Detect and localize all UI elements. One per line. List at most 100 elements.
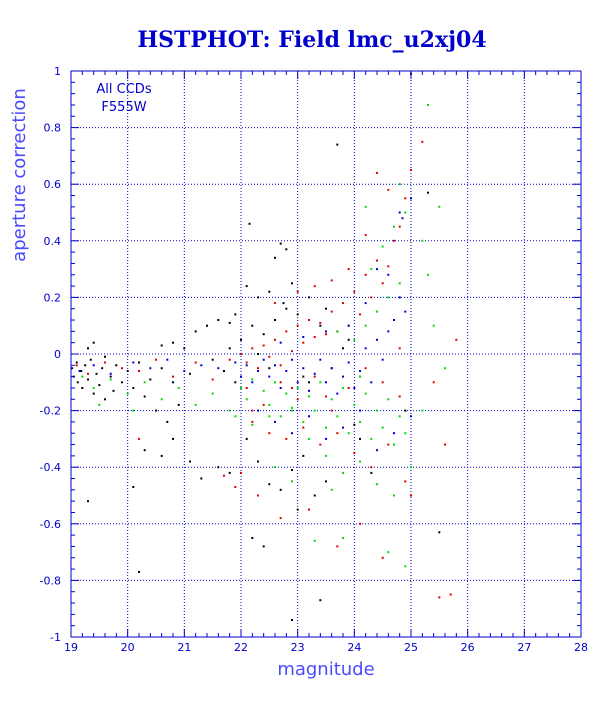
data-point bbox=[92, 387, 95, 389]
x-tick-label: 23 bbox=[291, 641, 305, 654]
data-point bbox=[285, 437, 288, 440]
data-point bbox=[347, 387, 350, 389]
data-point bbox=[398, 347, 401, 350]
data-point bbox=[330, 398, 333, 401]
data-point bbox=[257, 370, 259, 372]
data-point bbox=[251, 537, 254, 539]
data-point bbox=[308, 296, 310, 299]
data-point bbox=[387, 551, 390, 554]
data-point bbox=[183, 370, 186, 372]
data-point bbox=[274, 302, 276, 305]
data-point bbox=[325, 426, 327, 429]
data-point bbox=[245, 285, 248, 288]
data-point bbox=[376, 409, 378, 412]
data-point bbox=[319, 381, 322, 384]
data-point bbox=[427, 273, 429, 276]
data-point bbox=[427, 191, 429, 194]
data-point bbox=[268, 403, 271, 406]
chart-title: HSTPHOT: Field lmc_u2xj04 bbox=[137, 27, 486, 53]
data-point bbox=[330, 409, 333, 412]
x-tick-label: 19 bbox=[64, 641, 78, 654]
data-point bbox=[234, 415, 237, 418]
data-point bbox=[200, 477, 203, 480]
data-point bbox=[449, 593, 452, 596]
data-point bbox=[98, 403, 101, 406]
data-point bbox=[257, 353, 259, 355]
x-tick-label: 27 bbox=[517, 641, 531, 654]
data-point bbox=[438, 205, 441, 208]
data-point bbox=[291, 409, 293, 412]
data-point bbox=[393, 239, 395, 242]
data-point bbox=[257, 367, 259, 370]
data-point bbox=[308, 415, 310, 418]
data-point bbox=[393, 319, 395, 321]
data-point bbox=[274, 466, 276, 469]
data-point bbox=[376, 259, 378, 262]
data-point bbox=[274, 364, 276, 367]
data-point bbox=[302, 336, 305, 338]
data-point bbox=[268, 483, 271, 486]
data-point bbox=[279, 415, 282, 418]
data-point bbox=[279, 341, 282, 344]
data-point bbox=[149, 367, 152, 370]
data-point bbox=[200, 364, 203, 367]
data-point bbox=[183, 347, 186, 350]
data-point bbox=[109, 378, 112, 381]
data-point bbox=[308, 437, 310, 440]
data-point bbox=[325, 307, 327, 310]
data-point bbox=[160, 344, 163, 347]
x-tick-label: 24 bbox=[347, 641, 361, 654]
data-point bbox=[194, 361, 197, 364]
data-point bbox=[313, 375, 316, 378]
data-point bbox=[240, 375, 242, 378]
data-point bbox=[308, 381, 310, 384]
data-point bbox=[240, 353, 242, 355]
data-point bbox=[228, 358, 231, 361]
data-point bbox=[143, 395, 146, 398]
data-point bbox=[376, 338, 378, 341]
data-point bbox=[121, 381, 123, 384]
data-point bbox=[359, 370, 361, 372]
data-point bbox=[296, 313, 299, 316]
data-point bbox=[291, 406, 293, 409]
data-point bbox=[393, 225, 395, 228]
data-point bbox=[432, 324, 435, 327]
data-point bbox=[410, 169, 412, 172]
data-point bbox=[126, 392, 129, 395]
data-point bbox=[410, 494, 412, 497]
data-point bbox=[325, 395, 327, 398]
data-point bbox=[291, 469, 293, 471]
data-point bbox=[353, 403, 356, 406]
y-tick-label: 0.8 bbox=[44, 122, 62, 135]
data-point bbox=[342, 347, 344, 350]
data-point bbox=[325, 381, 327, 384]
data-point bbox=[248, 222, 251, 225]
data-point bbox=[112, 389, 115, 392]
data-point bbox=[455, 338, 458, 341]
data-point bbox=[370, 381, 373, 384]
x-tick-label: 22 bbox=[234, 641, 248, 654]
data-point bbox=[155, 358, 157, 361]
data-point bbox=[172, 437, 174, 440]
data-point bbox=[228, 321, 231, 324]
data-point bbox=[228, 409, 231, 412]
data-point bbox=[234, 486, 237, 488]
data-point bbox=[347, 268, 350, 271]
data-point bbox=[279, 381, 282, 384]
data-point bbox=[381, 282, 384, 285]
data-point bbox=[87, 347, 89, 350]
data-point bbox=[245, 437, 248, 440]
data-point bbox=[160, 367, 163, 370]
data-point bbox=[398, 282, 401, 285]
data-point bbox=[89, 358, 92, 361]
data-point bbox=[353, 452, 356, 454]
data-point bbox=[240, 471, 242, 474]
data-point bbox=[444, 367, 446, 370]
data-point bbox=[376, 449, 378, 452]
data-point bbox=[262, 333, 265, 336]
data-point bbox=[364, 367, 367, 370]
data-point bbox=[132, 387, 135, 389]
data-point bbox=[381, 358, 384, 361]
